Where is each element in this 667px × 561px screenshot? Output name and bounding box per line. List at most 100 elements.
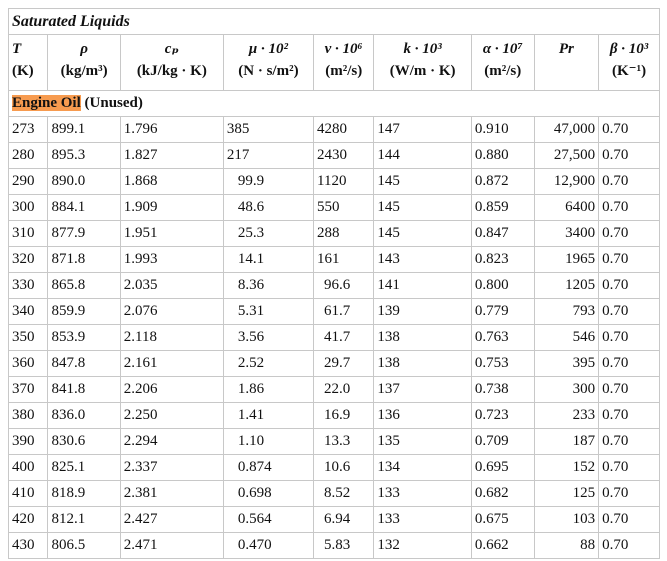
cell-thermal-conductivity: 133 — [373, 480, 472, 507]
cell-prandtl-number: 27,500 — [533, 142, 600, 169]
cell-specific-heat: 2.206 — [119, 376, 224, 403]
cell-viscosity: 0.698 — [222, 480, 315, 507]
cell-density: 884.1 — [47, 194, 121, 221]
cell-prandtl-number: 103 — [533, 506, 600, 533]
cell-density: 865.8 — [47, 272, 121, 299]
cell-viscosity: 48.6 — [222, 194, 315, 221]
table-row: 350 853.9 2.118 3.56 41.7 138 0.763 546 0.70 — [7, 324, 660, 351]
cell-thermal-diffusivity: 0.763 — [470, 324, 535, 351]
cell-viscosity: 2.52 — [222, 350, 315, 377]
cell-thermal-diffusivity: 0.800 — [470, 272, 535, 299]
cell-density: 812.1 — [47, 506, 121, 533]
cell-specific-heat: 2.035 — [119, 272, 224, 299]
cell-temperature: 340 — [7, 298, 49, 325]
cell-expansion-coefficient: 0.70 — [598, 246, 660, 273]
cell-specific-heat: 1.796 — [119, 116, 224, 143]
cell-density: 877.9 — [47, 220, 121, 247]
cell-prandtl-number: 3400 — [533, 220, 600, 247]
cell-thermal-conductivity: 138 — [373, 324, 472, 351]
cell-kinematic-viscosity: 4280 — [312, 116, 375, 143]
cell-temperature: 430 — [7, 532, 49, 559]
column-header-prandtl-number: Pr — [533, 34, 600, 91]
column-unit: (K) — [12, 63, 34, 79]
cell-kinematic-viscosity: 1120 — [312, 168, 375, 195]
cell-density: 853.9 — [47, 324, 121, 351]
cell-temperature: 290 — [7, 168, 49, 195]
cell-specific-heat: 1.868 — [119, 168, 224, 195]
cell-specific-heat: 2.250 — [119, 402, 224, 429]
cell-thermal-diffusivity: 0.709 — [470, 428, 535, 455]
cell-density: 825.1 — [47, 454, 121, 481]
cell-specific-heat: 1.951 — [119, 220, 224, 247]
cell-kinematic-viscosity: 2430 — [312, 142, 375, 169]
cell-kinematic-viscosity: 22.0 — [312, 376, 375, 403]
cell-specific-heat: 2.427 — [119, 506, 224, 533]
cell-viscosity: 25.3 — [222, 220, 315, 247]
column-symbol: cₚ — [164, 41, 179, 57]
column-symbol: Pr — [558, 41, 574, 57]
cell-temperature: 420 — [7, 506, 49, 533]
cell-expansion-coefficient: 0.70 — [598, 376, 660, 403]
cell-density: 890.0 — [47, 168, 121, 195]
table-row: 370 841.8 2.206 1.86 22.0 137 0.738 300 0.70 — [7, 376, 660, 403]
cell-prandtl-number: 546 — [533, 324, 600, 351]
cell-density: 806.5 — [47, 532, 121, 559]
column-header-temperature: T (K) — [7, 34, 49, 91]
cell-temperature: 320 — [7, 246, 49, 273]
cell-thermal-diffusivity: 0.779 — [470, 298, 535, 325]
cell-temperature: 330 — [7, 272, 49, 299]
cell-density: 899.1 — [47, 116, 121, 143]
column-unit: (N · s/m²) — [238, 63, 299, 79]
cell-viscosity: 8.36 — [222, 272, 315, 299]
cell-specific-heat: 1.993 — [119, 246, 224, 273]
cell-expansion-coefficient: 0.70 — [598, 272, 660, 299]
cell-viscosity: 1.86 — [222, 376, 315, 403]
cell-viscosity: 0.470 — [222, 532, 315, 559]
table-row: 310 877.9 1.951 25.3 288 145 0.847 3400 0.70 — [7, 220, 660, 247]
cell-thermal-diffusivity: 0.823 — [470, 246, 535, 273]
table-row: 360 847.8 2.161 2.52 29.7 138 0.753 395 0.70 — [7, 350, 660, 377]
cell-viscosity: 3.56 — [222, 324, 315, 351]
column-header-expansion-coefficient: β · 10³ (K⁻¹) — [598, 34, 660, 91]
cell-specific-heat: 2.076 — [119, 298, 224, 325]
cell-specific-heat: 1.827 — [119, 142, 224, 169]
cell-temperature: 280 — [7, 142, 49, 169]
cell-prandtl-number: 12,900 — [533, 168, 600, 195]
cell-kinematic-viscosity: 10.6 — [312, 454, 375, 481]
cell-temperature: 410 — [7, 480, 49, 507]
column-unit: (m²/s) — [325, 63, 363, 79]
cell-expansion-coefficient: 0.70 — [598, 298, 660, 325]
cell-density: 841.8 — [47, 376, 121, 403]
cell-thermal-diffusivity: 0.859 — [470, 194, 535, 221]
cell-temperature: 300 — [7, 194, 49, 221]
cell-viscosity: 1.10 — [222, 428, 315, 455]
cell-expansion-coefficient: 0.70 — [598, 350, 660, 377]
cell-temperature: 400 — [7, 454, 49, 481]
cell-thermal-diffusivity: 0.682 — [470, 480, 535, 507]
cell-thermal-diffusivity: 0.847 — [470, 220, 535, 247]
cell-expansion-coefficient: 0.70 — [598, 220, 660, 247]
cell-thermal-conductivity: 143 — [373, 246, 472, 273]
column-unit: (kJ/kg · K) — [136, 63, 207, 79]
cell-prandtl-number: 233 — [533, 402, 600, 429]
cell-thermal-diffusivity: 0.662 — [470, 532, 535, 559]
cell-density: 818.9 — [47, 480, 121, 507]
cell-temperature: 273 — [7, 116, 49, 143]
cell-expansion-coefficient: 0.70 — [598, 480, 660, 507]
table-row: 420 812.1 2.427 0.564 6.94 133 0.675 103 0.70 — [7, 506, 660, 533]
cell-density: 830.6 — [47, 428, 121, 455]
cell-expansion-coefficient: 0.70 — [598, 402, 660, 429]
cell-expansion-coefficient: 0.70 — [598, 454, 660, 481]
cell-viscosity: 385 — [222, 116, 315, 143]
cell-kinematic-viscosity: 8.52 — [312, 480, 375, 507]
column-header-viscosity: μ · 10² (N · s/m²) — [222, 34, 315, 91]
table-row: 300 884.1 1.909 48.6 550 145 0.859 6400 0.70 — [7, 194, 660, 221]
cell-expansion-coefficient: 0.70 — [598, 532, 660, 559]
cell-thermal-conductivity: 141 — [373, 272, 472, 299]
column-unit: (kg/m³) — [60, 63, 108, 79]
cell-thermal-conductivity: 138 — [373, 350, 472, 377]
cell-specific-heat: 2.161 — [119, 350, 224, 377]
cell-kinematic-viscosity: 96.6 — [312, 272, 375, 299]
cell-thermal-diffusivity: 0.723 — [470, 402, 535, 429]
cell-density: 871.8 — [47, 246, 121, 273]
